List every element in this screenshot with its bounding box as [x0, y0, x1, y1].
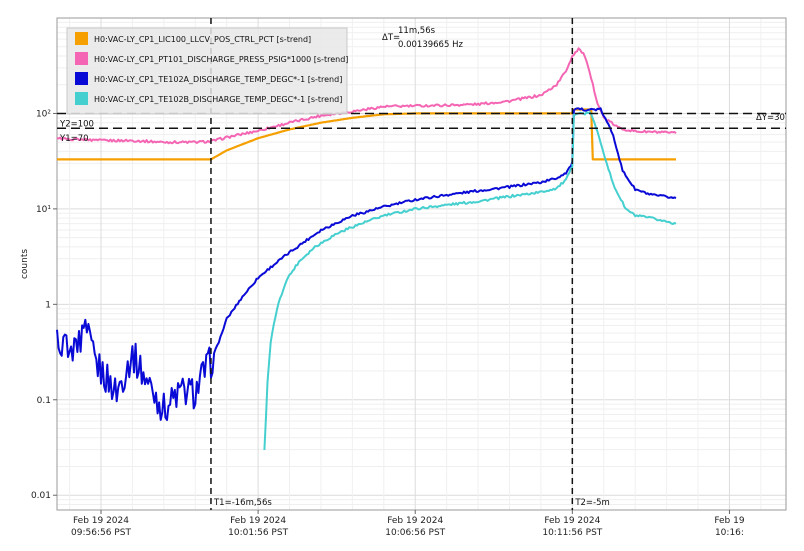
y-tick-label: 0.01: [31, 491, 51, 501]
x-tick-label-date: Feb 19 2024: [73, 516, 129, 526]
x-tick-label-date: Feb 19 2024: [230, 516, 286, 526]
legend-swatch: [75, 72, 88, 85]
series-line: [56, 47, 677, 145]
y-axis: 10² 10¹ 1 0.1 0.01: [31, 109, 57, 501]
x-axis: Feb 19 2024 09:56:56 PST Feb 19 2024 10:01:…: [71, 510, 745, 538]
legend-entry: H0:VAC-LY_CP1_TE102B_DISCHARGE_TEMP_DEGC…: [94, 95, 342, 104]
legend: H0:VAC-LY_CP1_LIC100_LLCV_POS_CTRL_PCT […: [66, 27, 348, 115]
delta-t-duration: 11m,56s: [398, 26, 436, 36]
cursor-annotations: ΔT=11m,56s 0.00139665 Hz ΔY=30: [382, 26, 785, 123]
y-tick-label: 0.1: [37, 396, 51, 406]
x-tick-label-date: Feb 19 2024: [387, 516, 443, 526]
legend-swatch: [75, 32, 88, 45]
horizontal-cursor-label: Y1=70: [59, 134, 89, 144]
delta-y-label: ΔY=30: [756, 113, 785, 123]
series-line: [263, 111, 677, 451]
legend-entry: H0:VAC-LY_CP1_TE102A_DISCHARGE_TEMP_DEGC…: [94, 75, 342, 84]
x-tick-label-time: 10:16:: [715, 528, 744, 538]
plot-frame: [56, 17, 787, 511]
x-tick-label-time: 10:06:56 PST: [385, 528, 445, 538]
x-tick-label-date: Feb 19: [714, 516, 745, 526]
vertical-cursor-label: T1=-16m,56s: [213, 498, 272, 508]
vertical-cursor-label: T2=-5m: [574, 498, 609, 508]
delta-t-label: ΔT=: [382, 33, 400, 43]
y-axis-label: counts: [20, 249, 30, 279]
legend-entry: H0:VAC-LY_CP1_PT101_DISCHARGE_PRESS_PSIG…: [94, 55, 348, 64]
legend-swatch: [75, 52, 88, 65]
y-tick-label: 10²: [36, 109, 51, 119]
horizontal-cursor-label: Y2=100: [59, 119, 94, 129]
legend-swatch: [75, 92, 88, 105]
y-tick-label: 10¹: [36, 205, 51, 215]
x-tick-label-date: Feb 19 2024: [544, 516, 600, 526]
legend-box: [66, 27, 348, 115]
y-tick-label: 1: [45, 300, 51, 310]
delta-t-frequency: 0.00139665 Hz: [398, 40, 463, 50]
x-tick-label-time: 09:56:56 PST: [71, 528, 131, 538]
legend-entry: H0:VAC-LY_CP1_LIC100_LLCV_POS_CTRL_PCT […: [94, 35, 311, 44]
x-tick-label-time: 10:11:56 PST: [542, 528, 602, 538]
x-tick-label-time: 10:01:56 PST: [228, 528, 288, 538]
